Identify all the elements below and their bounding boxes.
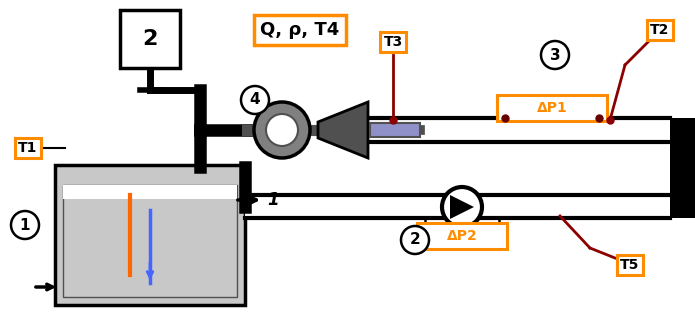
Text: 3: 3 bbox=[550, 47, 560, 62]
Circle shape bbox=[266, 114, 298, 146]
Text: T3: T3 bbox=[384, 35, 402, 49]
Text: 1: 1 bbox=[19, 217, 31, 232]
Bar bbox=[55, 165, 245, 305]
Bar bbox=[245, 195, 670, 218]
Bar bbox=[670, 118, 695, 218]
Polygon shape bbox=[450, 195, 474, 219]
Bar bbox=[370, 123, 420, 137]
Text: Q, ρ, T4: Q, ρ, T4 bbox=[261, 21, 340, 39]
Circle shape bbox=[442, 187, 482, 227]
Polygon shape bbox=[318, 102, 368, 158]
Text: 2: 2 bbox=[142, 29, 158, 49]
Text: T1: T1 bbox=[18, 141, 38, 155]
Circle shape bbox=[241, 86, 269, 114]
Bar bbox=[417, 223, 507, 249]
Circle shape bbox=[541, 41, 569, 69]
Text: T5: T5 bbox=[621, 258, 639, 272]
Circle shape bbox=[254, 102, 310, 158]
Text: ΔP1: ΔP1 bbox=[537, 101, 567, 115]
Circle shape bbox=[11, 211, 39, 239]
Text: 2: 2 bbox=[409, 232, 420, 247]
Text: 1: 1 bbox=[267, 191, 279, 209]
Bar bbox=[63, 185, 237, 199]
Bar bbox=[120, 10, 180, 68]
Circle shape bbox=[401, 226, 429, 254]
Text: ΔP2: ΔP2 bbox=[447, 229, 477, 243]
Text: 4: 4 bbox=[250, 92, 261, 108]
Text: T2: T2 bbox=[651, 23, 670, 37]
Bar bbox=[355, 118, 670, 142]
Bar bbox=[63, 185, 237, 297]
Bar bbox=[497, 95, 607, 121]
